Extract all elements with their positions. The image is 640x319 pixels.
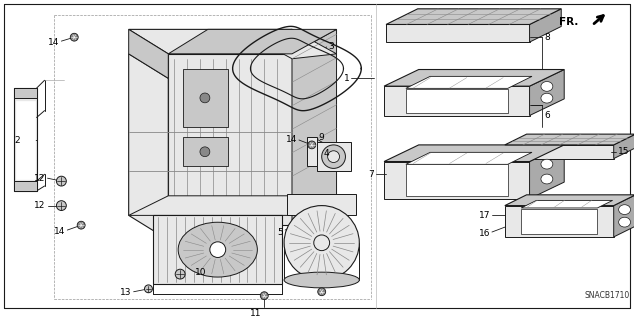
Ellipse shape	[175, 269, 185, 279]
Text: 8: 8	[545, 33, 550, 42]
Polygon shape	[384, 145, 564, 161]
Polygon shape	[505, 134, 636, 145]
Polygon shape	[129, 196, 337, 215]
Ellipse shape	[77, 221, 85, 229]
Polygon shape	[287, 194, 356, 215]
Text: 12: 12	[34, 174, 45, 183]
Text: 16: 16	[479, 228, 490, 238]
Polygon shape	[16, 101, 35, 179]
Text: 14: 14	[54, 226, 65, 235]
Polygon shape	[505, 195, 636, 206]
Text: 13: 13	[120, 288, 132, 297]
Ellipse shape	[541, 159, 553, 169]
Text: 14: 14	[48, 38, 60, 47]
Polygon shape	[529, 145, 564, 199]
Text: 12: 12	[34, 201, 45, 210]
Text: 11: 11	[250, 309, 261, 318]
Polygon shape	[307, 137, 317, 167]
Polygon shape	[168, 54, 292, 225]
Polygon shape	[183, 137, 228, 167]
Text: SNACB1710: SNACB1710	[584, 291, 629, 300]
Ellipse shape	[317, 288, 326, 296]
Ellipse shape	[541, 174, 553, 184]
Polygon shape	[317, 142, 351, 171]
Ellipse shape	[284, 272, 359, 288]
Polygon shape	[406, 76, 532, 88]
Polygon shape	[384, 86, 529, 115]
Polygon shape	[529, 70, 564, 115]
Polygon shape	[14, 181, 36, 191]
Ellipse shape	[541, 81, 553, 91]
Polygon shape	[248, 29, 337, 59]
Ellipse shape	[284, 206, 359, 280]
Ellipse shape	[145, 285, 152, 293]
Ellipse shape	[56, 201, 67, 211]
Polygon shape	[384, 70, 564, 86]
Text: 4: 4	[324, 149, 330, 158]
Polygon shape	[505, 145, 614, 159]
Polygon shape	[168, 29, 337, 54]
Polygon shape	[521, 209, 597, 234]
Text: FR.: FR.	[559, 17, 579, 26]
Text: 15: 15	[618, 147, 629, 156]
Ellipse shape	[314, 235, 330, 251]
Text: 2: 2	[14, 136, 20, 145]
Ellipse shape	[541, 93, 553, 103]
Polygon shape	[183, 69, 228, 127]
Text: 9: 9	[319, 133, 324, 142]
Polygon shape	[386, 25, 529, 42]
Polygon shape	[154, 215, 282, 284]
Polygon shape	[614, 195, 636, 237]
Text: 17: 17	[479, 211, 490, 220]
Polygon shape	[129, 54, 168, 240]
Text: 5: 5	[277, 227, 283, 236]
Ellipse shape	[70, 33, 78, 41]
Ellipse shape	[260, 292, 268, 300]
Text: 7: 7	[369, 170, 374, 179]
Ellipse shape	[619, 205, 630, 214]
Ellipse shape	[200, 93, 210, 103]
Polygon shape	[406, 165, 508, 196]
Polygon shape	[14, 88, 36, 98]
Polygon shape	[129, 29, 168, 78]
Text: 6: 6	[545, 111, 550, 120]
Polygon shape	[406, 89, 508, 113]
Ellipse shape	[322, 145, 346, 168]
Polygon shape	[505, 206, 614, 237]
Polygon shape	[129, 29, 337, 54]
Text: 1: 1	[344, 74, 349, 83]
Polygon shape	[406, 152, 532, 164]
Ellipse shape	[328, 151, 339, 162]
Ellipse shape	[200, 147, 210, 157]
Polygon shape	[14, 88, 36, 191]
Ellipse shape	[56, 176, 67, 186]
Ellipse shape	[308, 141, 316, 149]
Polygon shape	[529, 9, 561, 42]
Text: 3: 3	[328, 41, 334, 50]
Polygon shape	[292, 29, 337, 220]
Text: 10: 10	[195, 268, 207, 277]
Ellipse shape	[210, 242, 226, 257]
Polygon shape	[521, 200, 612, 208]
Ellipse shape	[619, 217, 630, 227]
Polygon shape	[384, 161, 529, 199]
Polygon shape	[386, 9, 561, 25]
Text: 14: 14	[285, 135, 297, 144]
Polygon shape	[614, 134, 636, 159]
Ellipse shape	[178, 222, 257, 277]
